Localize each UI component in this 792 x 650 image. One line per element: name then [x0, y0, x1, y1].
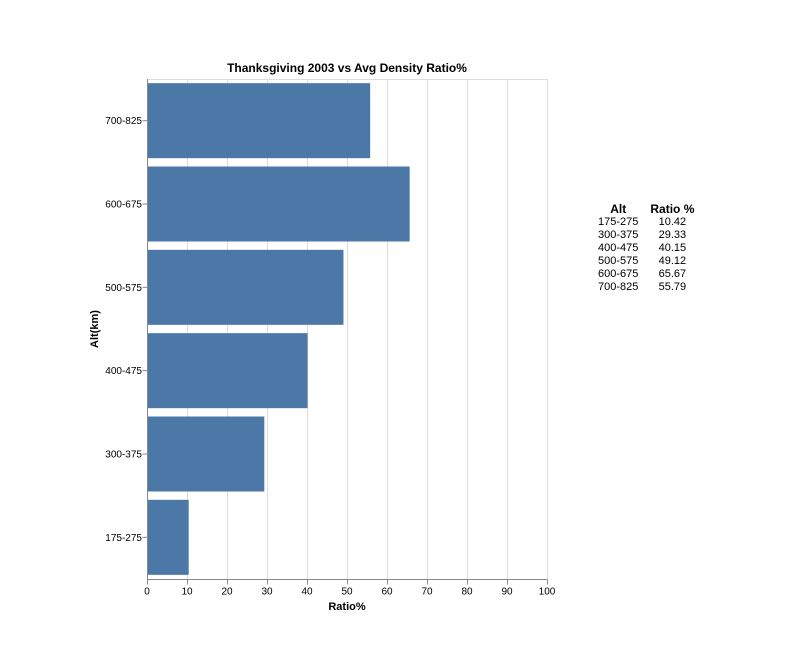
bars [147, 83, 410, 575]
table-cell-alt: 175-275 [598, 216, 639, 228]
x-tick-label: 10 [181, 587, 193, 598]
bar-175-275 [147, 499, 189, 575]
y-tick-label: 600-675 [105, 200, 142, 211]
table-cell-ratio: 65.67 [658, 268, 687, 280]
table-cell-ratio: 29.33 [658, 229, 687, 241]
table-row: 400-475 40.15 [592, 242, 700, 255]
table-row: 500-575 49.12 [592, 255, 700, 268]
y-axis-title: Alt(km) [89, 310, 101, 348]
chart-title: Thanksgiving 2003 vs Avg Density Ratio% [227, 61, 467, 75]
table-cell-alt: 400-475 [598, 242, 639, 254]
bar-500-575 [147, 249, 344, 325]
table-cell-ratio: 40.15 [658, 242, 687, 254]
x-tick-label: 70 [421, 587, 433, 598]
x-tick-label: 30 [261, 587, 273, 598]
table-row: 175-275 10.42 [592, 216, 700, 229]
x-tick-label: 50 [341, 587, 353, 598]
axes: 0 10 20 30 40 50 60 70 80 90 100 700-825 600-675 500-… [105, 79, 556, 598]
x-tick-label: 100 [539, 587, 556, 598]
bar-400-475 [147, 333, 308, 409]
grid [147, 79, 548, 579]
table-cell-alt: 700-825 [598, 281, 639, 293]
bar-300-375 [147, 416, 265, 492]
table-row: 700-825 55.79 [592, 281, 700, 294]
x-tick-label: 40 [301, 587, 313, 598]
table-cell-ratio: 55.79 [658, 281, 687, 293]
bar-600-675 [147, 166, 410, 242]
table-row: 300-375 29.33 [592, 229, 700, 242]
x-tick-label: 80 [461, 587, 473, 598]
x-tick-label: 90 [501, 587, 513, 598]
table-cell-alt: 500-575 [598, 255, 639, 267]
table-header-row: Alt Ratio % [592, 203, 700, 216]
table-row: 600-675 65.67 [592, 268, 700, 281]
table-cell-alt: 300-375 [598, 229, 639, 241]
table-cell-ratio: 49.12 [658, 255, 687, 267]
table-cell-ratio: 10.42 [658, 216, 687, 228]
y-tick-label: 400-475 [105, 366, 142, 377]
table-cell-alt: 600-675 [598, 268, 639, 280]
data-table: Alt Ratio % 175-275 10.42 300-375 29.33 … [592, 203, 700, 294]
bar-700-825 [147, 83, 371, 159]
y-tick-label: 500-575 [105, 283, 142, 294]
x-tick-label: 0 [144, 587, 150, 598]
x-axis-title: Ratio% [328, 601, 366, 613]
table-header-ratio: Ratio % [650, 202, 695, 216]
x-tick-label: 60 [381, 587, 393, 598]
y-tick-label: 700-825 [105, 116, 142, 127]
y-tick-label: 300-375 [105, 450, 142, 461]
table-header-alt: Alt [610, 202, 627, 216]
x-tick-label: 20 [221, 587, 233, 598]
y-tick-label: 175-275 [105, 533, 142, 544]
